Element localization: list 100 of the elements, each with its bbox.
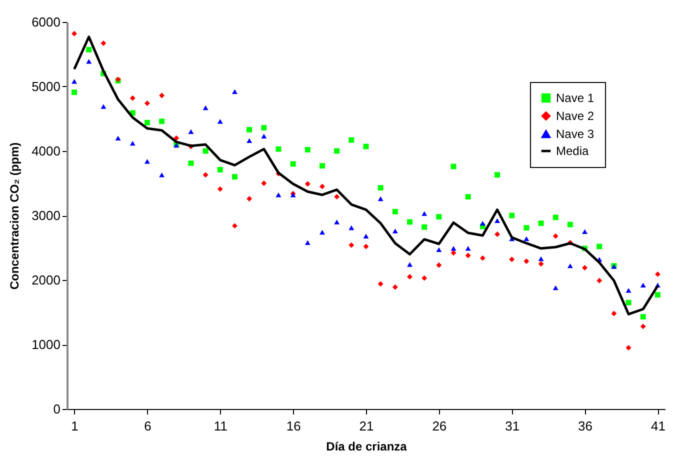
point	[144, 100, 150, 106]
point	[72, 78, 78, 84]
point	[320, 163, 325, 169]
point	[407, 219, 412, 225]
point	[450, 246, 456, 251]
point	[188, 160, 194, 166]
point	[654, 292, 660, 298]
point	[450, 250, 456, 256]
point	[626, 300, 632, 306]
point	[130, 140, 136, 146]
point	[217, 118, 223, 124]
point	[582, 229, 588, 234]
point	[202, 105, 208, 110]
point	[524, 236, 530, 242]
point	[115, 136, 121, 140]
point	[159, 118, 165, 124]
point	[202, 148, 208, 154]
point	[538, 220, 544, 226]
point	[407, 274, 412, 280]
point	[130, 95, 136, 101]
point	[422, 211, 428, 216]
point	[100, 40, 106, 46]
x-tick-label: 36	[578, 418, 593, 434]
point	[596, 244, 602, 250]
point	[582, 265, 588, 270]
point	[480, 255, 486, 261]
x-tick-label: 16	[286, 418, 301, 434]
legend-label: Nave 1	[556, 91, 594, 105]
legend-label: Nave 2	[556, 109, 594, 123]
point	[276, 146, 282, 152]
y-tick-label: 2000	[32, 272, 60, 288]
point	[304, 181, 310, 187]
point	[524, 225, 530, 230]
point	[407, 262, 412, 267]
point	[304, 146, 310, 152]
point	[261, 125, 267, 131]
point	[232, 223, 238, 229]
point	[494, 231, 500, 237]
point	[436, 214, 442, 220]
point	[232, 174, 238, 180]
point	[378, 185, 384, 191]
point	[596, 278, 602, 284]
point	[552, 214, 558, 220]
legend-label: Nave 3	[556, 127, 594, 141]
x-tick-label: 41	[650, 418, 666, 434]
point	[378, 196, 384, 202]
point	[567, 222, 573, 228]
point	[290, 161, 296, 167]
point	[392, 228, 398, 234]
point	[348, 225, 354, 230]
x-axis-title: Día de crianza	[326, 440, 408, 454]
point	[640, 324, 646, 330]
point	[86, 58, 92, 64]
point	[334, 148, 340, 154]
point	[509, 212, 515, 218]
point	[246, 138, 252, 144]
point	[86, 46, 92, 52]
x-tick-label: 31	[505, 418, 520, 434]
point	[246, 126, 252, 132]
point	[392, 208, 398, 214]
point	[363, 144, 369, 150]
point	[363, 234, 369, 239]
point	[524, 258, 530, 264]
y-tick-label: 6000	[32, 14, 60, 30]
point	[654, 271, 660, 277]
point	[436, 247, 442, 252]
point	[348, 137, 354, 143]
point	[509, 256, 515, 262]
point	[450, 164, 456, 170]
point	[552, 233, 558, 239]
point	[232, 89, 238, 94]
point	[552, 285, 558, 290]
point	[422, 275, 428, 281]
legend-label: Media	[556, 144, 590, 158]
point	[348, 242, 354, 248]
point	[626, 288, 632, 293]
point	[174, 135, 180, 141]
point	[159, 92, 165, 98]
point	[276, 192, 282, 198]
point	[465, 252, 471, 258]
point	[261, 134, 267, 139]
y-axis-title: Concentracion CO₂ (ppm)	[8, 142, 22, 290]
x-tick-label: 21	[359, 418, 374, 434]
point	[436, 262, 442, 268]
y-tick-label: 0	[53, 402, 60, 416]
point	[320, 230, 325, 235]
y-tick-label: 5000	[32, 79, 60, 94]
point	[611, 310, 617, 316]
y-tick-label: 3000	[32, 208, 60, 223]
point	[304, 240, 310, 245]
point	[72, 90, 78, 96]
point	[465, 194, 471, 200]
point	[567, 263, 573, 268]
point	[246, 196, 252, 202]
point	[217, 186, 223, 192]
x-tick-label: 26	[432, 418, 447, 434]
x-tick-label: 1	[71, 418, 78, 434]
x-tick-label: 6	[144, 418, 152, 434]
point	[334, 220, 340, 224]
point	[320, 184, 325, 190]
